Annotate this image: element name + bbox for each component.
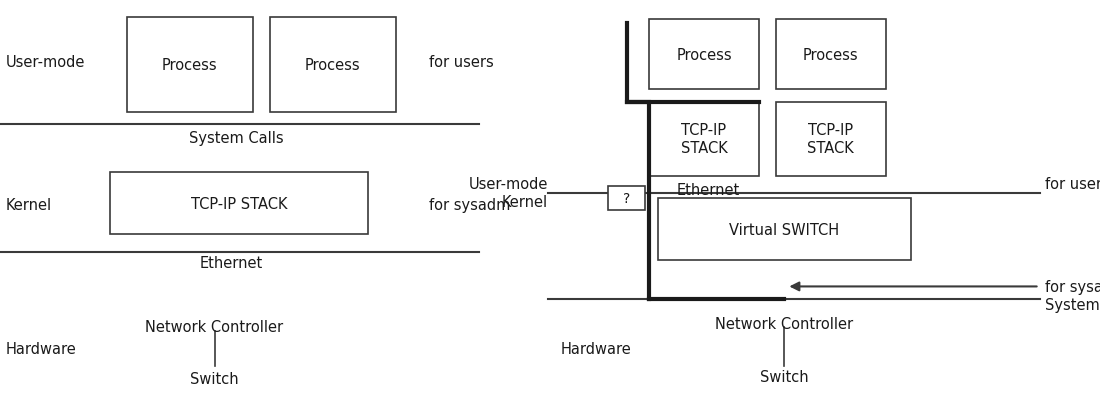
Text: Process: Process — [162, 58, 218, 73]
Bar — [608, 186, 645, 211]
Text: Network Controller: Network Controller — [145, 319, 284, 334]
Bar — [110, 172, 368, 235]
Text: Kernel: Kernel — [502, 194, 548, 209]
Text: ?: ? — [623, 192, 630, 205]
Bar — [649, 102, 759, 176]
Bar — [658, 198, 911, 261]
Text: Hardware: Hardware — [6, 341, 76, 356]
Text: Process: Process — [676, 48, 732, 63]
Text: for sysadm: for sysadm — [1045, 279, 1100, 294]
Text: for users: for users — [429, 55, 494, 70]
Text: User-mode: User-mode — [6, 55, 85, 70]
Text: Ethernet: Ethernet — [676, 182, 739, 197]
Text: Virtual SWITCH: Virtual SWITCH — [729, 222, 839, 237]
Text: TCP-IP
STACK: TCP-IP STACK — [807, 123, 854, 156]
Text: TCP-IP
STACK: TCP-IP STACK — [681, 123, 727, 156]
Text: Kernel: Kernel — [6, 197, 52, 212]
Bar — [126, 18, 253, 112]
Text: Network Controller: Network Controller — [715, 316, 854, 331]
Bar — [776, 102, 886, 176]
Text: System Calls: System Calls — [189, 131, 284, 146]
Text: System Calls: System Calls — [1045, 297, 1100, 312]
Text: for sysadm: for sysadm — [429, 197, 510, 212]
Bar — [270, 18, 396, 112]
Bar — [776, 20, 886, 90]
Text: Process: Process — [803, 48, 858, 63]
Text: User-mode: User-mode — [469, 177, 548, 192]
Text: Hardware: Hardware — [561, 341, 631, 356]
Text: Process: Process — [305, 58, 361, 73]
Text: Ethernet: Ethernet — [199, 255, 263, 270]
Text: for users: for users — [1045, 177, 1100, 192]
Text: TCP-IP STACK: TCP-IP STACK — [191, 196, 287, 211]
Bar — [649, 20, 759, 90]
Text: Switch: Switch — [760, 369, 808, 385]
Text: Switch: Switch — [190, 371, 239, 387]
